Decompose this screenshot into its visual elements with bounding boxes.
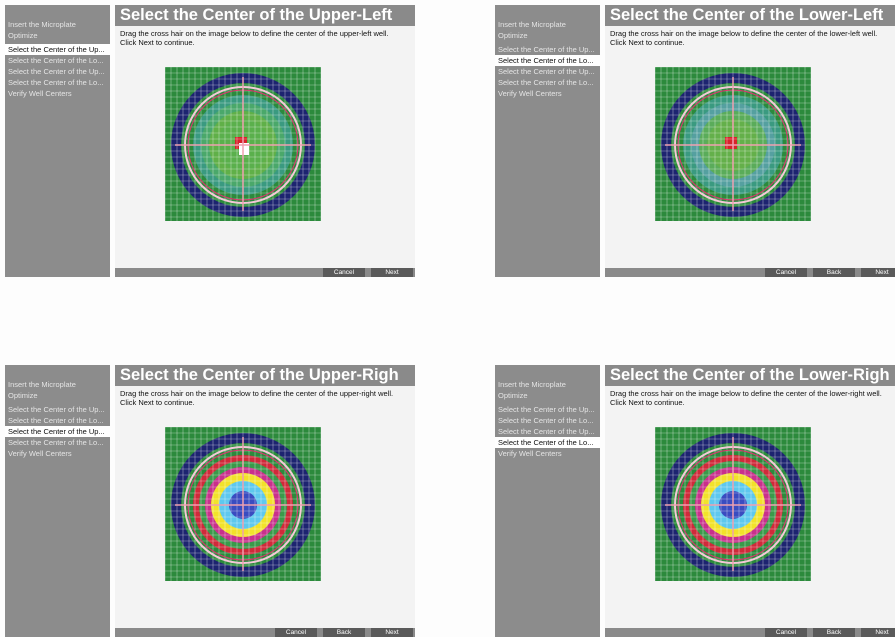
step-item: Insert the Microplate — [498, 380, 566, 389]
wizard-title: Select the Center of the Upper-Righ — [115, 365, 415, 386]
button-bar: Cancel Next — [115, 268, 415, 277]
instruction-text: Drag the cross hair on the image below t… — [120, 389, 394, 407]
step-item: Optimize — [8, 391, 38, 400]
button[interactable]: Back — [323, 628, 365, 637]
step-item: Verify Well Centers — [8, 449, 72, 458]
wizard-main: Select the Center of the Upper-Righ Drag … — [115, 365, 415, 637]
step-item: Verify Well Centers — [498, 449, 562, 458]
wizard-panel: Insert the Microplate Optimize Select the … — [5, 5, 415, 277]
wizard-panel: Insert the Microplate Optimize Select the … — [495, 5, 895, 277]
wizard-panel: Insert the Microplate Optimize Select the … — [495, 365, 895, 637]
step-item: Select the Center of the Lo... — [495, 55, 600, 66]
step-item: Select the Center of the Lo... — [495, 437, 600, 448]
button[interactable]: Back — [813, 268, 855, 277]
step-item: Select the Center of the Lo... — [8, 438, 104, 447]
instruction-text: Drag the cross hair on the image below t… — [120, 29, 389, 47]
step-list: Insert the Microplate Optimize Select the … — [495, 5, 600, 277]
well-image[interactable] — [655, 67, 811, 221]
step-item: Select the Center of the Up... — [8, 405, 105, 414]
step-list: Insert the Microplate Optimize Select the … — [5, 5, 110, 277]
well-image[interactable] — [655, 427, 811, 581]
step-item: Select the Center of the Up... — [498, 427, 595, 436]
button[interactable]: Cancel — [323, 268, 365, 277]
step-item: Insert the Microplate — [498, 20, 566, 29]
step-item: Optimize — [8, 31, 38, 40]
step-item: Select the Center of the Up... — [8, 67, 105, 76]
hot-spot — [725, 137, 737, 149]
step-item: Verify Well Centers — [8, 89, 72, 98]
button[interactable]: Next — [371, 628, 413, 637]
step-item: Select the Center of the Up... — [498, 67, 595, 76]
step-list: Insert the Microplate Optimize Select the … — [495, 365, 600, 637]
wizard-main: Select the Center of the Upper-Left Drag … — [115, 5, 415, 277]
button[interactable]: Back — [813, 628, 855, 637]
wizard-main: Select the Center of the Lower-Righ Drag … — [605, 365, 895, 637]
step-item: Verify Well Centers — [498, 89, 562, 98]
step-item: Select the Center of the Lo... — [8, 416, 104, 425]
button-bar: Cancel Back Next — [605, 268, 895, 277]
wizard-title: Select the Center of the Lower-Left — [605, 5, 895, 26]
well-image[interactable] — [165, 427, 321, 581]
step-item: Select the Center of the Up... — [5, 44, 110, 55]
step-item: Insert the Microplate — [8, 20, 76, 29]
step-item: Select the Center of the Lo... — [8, 56, 104, 65]
step-item: Select the Center of the Lo... — [8, 78, 104, 87]
step-item: Insert the Microplate — [8, 380, 76, 389]
step-item: Select the Center of the Up... — [498, 405, 595, 414]
wizard-main: Select the Center of the Lower-Left Drag … — [605, 5, 895, 277]
step-list: Insert the Microplate Optimize Select the … — [5, 365, 110, 637]
button-bar: Cancel Back Next — [605, 628, 895, 637]
wizard-panel: Insert the Microplate Optimize Select the … — [5, 365, 415, 637]
instruction-text: Drag the cross hair on the image below t… — [610, 389, 882, 407]
hot-spot — [239, 143, 249, 155]
instruction-text: Drag the cross hair on the image below t… — [610, 29, 878, 47]
wizard-title: Select the Center of the Lower-Righ — [605, 365, 895, 386]
wizard-title: Select the Center of the Upper-Left — [115, 5, 415, 26]
button[interactable]: Cancel — [765, 628, 807, 637]
step-item: Select the Center of the Lo... — [498, 78, 594, 87]
step-item: Select the Center of the Up... — [5, 426, 110, 437]
button[interactable]: Cancel — [765, 268, 807, 277]
button-bar: Cancel Back Next — [115, 628, 415, 637]
step-item: Select the Center of the Up... — [498, 45, 595, 54]
button[interactable]: Next — [371, 268, 413, 277]
button[interactable]: Next — [861, 268, 895, 277]
step-item: Optimize — [498, 391, 528, 400]
button[interactable]: Cancel — [275, 628, 317, 637]
button[interactable]: Next — [861, 628, 895, 637]
step-item: Select the Center of the Lo... — [498, 416, 594, 425]
well-image[interactable] — [165, 67, 321, 221]
step-item: Optimize — [498, 31, 528, 40]
